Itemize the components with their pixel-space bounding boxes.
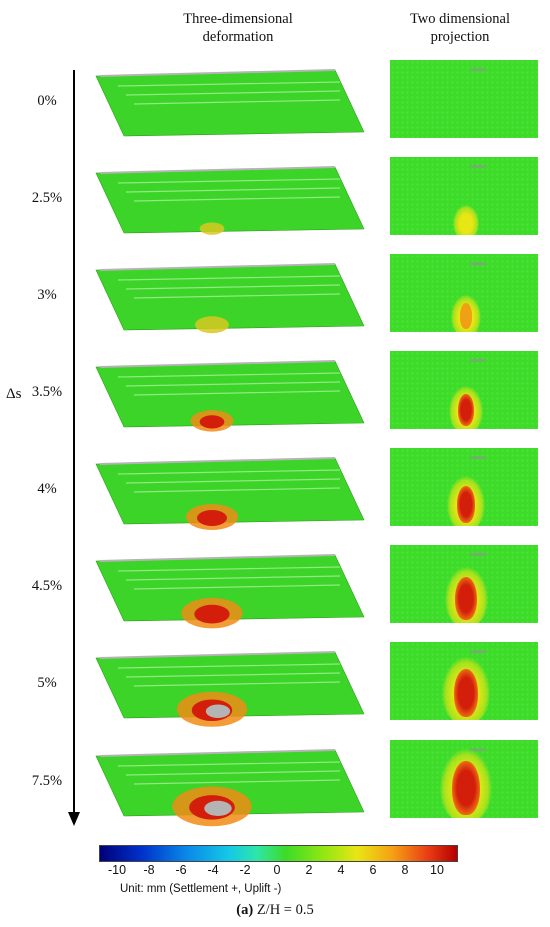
colorbar-tick-label: 2	[305, 863, 313, 877]
row-label: 4.5%	[31, 578, 63, 594]
caption-prefix: (a)	[236, 902, 254, 918]
row-label: 5%	[37, 675, 57, 691]
two-d-projection	[390, 448, 538, 526]
row-label: 0%	[37, 93, 57, 109]
colorbar-tick-label: 4	[337, 863, 345, 877]
row-label: 3.5%	[31, 384, 63, 400]
colorbar-tick-label: -4	[207, 863, 219, 877]
two-d-projection	[390, 642, 538, 720]
header-two-dimensional: Two dimensional projection	[409, 11, 511, 45]
axis-arrowhead-icon	[68, 812, 80, 826]
colorbar-unit: Unit: mm (Settlement +, Uplift -)	[120, 883, 282, 895]
two-d-projection	[390, 351, 538, 429]
delta-s-label: Δs	[6, 386, 22, 402]
two-d-projection	[390, 254, 538, 332]
two-d-projection	[390, 157, 538, 235]
row-label: 4%	[37, 481, 57, 497]
colorbar-tick-label: 6	[369, 863, 377, 877]
delta-s-axis-line	[73, 70, 75, 816]
header-three-dimensional: Three-dimensional deformation	[183, 11, 293, 45]
row-label: 3%	[37, 287, 57, 303]
row-label: 2.5%	[31, 190, 63, 206]
caption-text: Z/H = 0.5	[253, 902, 314, 918]
two-d-projection	[390, 60, 538, 138]
colorbar-tick-label: -2	[239, 863, 251, 877]
colorbar-tick-label: 10	[430, 863, 444, 877]
colorbar-tick-label: -6	[175, 863, 187, 877]
two-d-projection	[390, 545, 538, 623]
two-d-projection	[390, 740, 538, 818]
figure-caption: (a) Z/H = 0.5	[0, 902, 550, 919]
colorbar-tick-label: 8	[401, 863, 409, 877]
colorbar	[99, 845, 458, 862]
colorbar-tick-label: 0	[273, 863, 281, 877]
colorbar-tick-label: -10	[107, 863, 127, 877]
colorbar-tick-label: -8	[143, 863, 155, 877]
row-label: 7.5%	[31, 773, 63, 789]
